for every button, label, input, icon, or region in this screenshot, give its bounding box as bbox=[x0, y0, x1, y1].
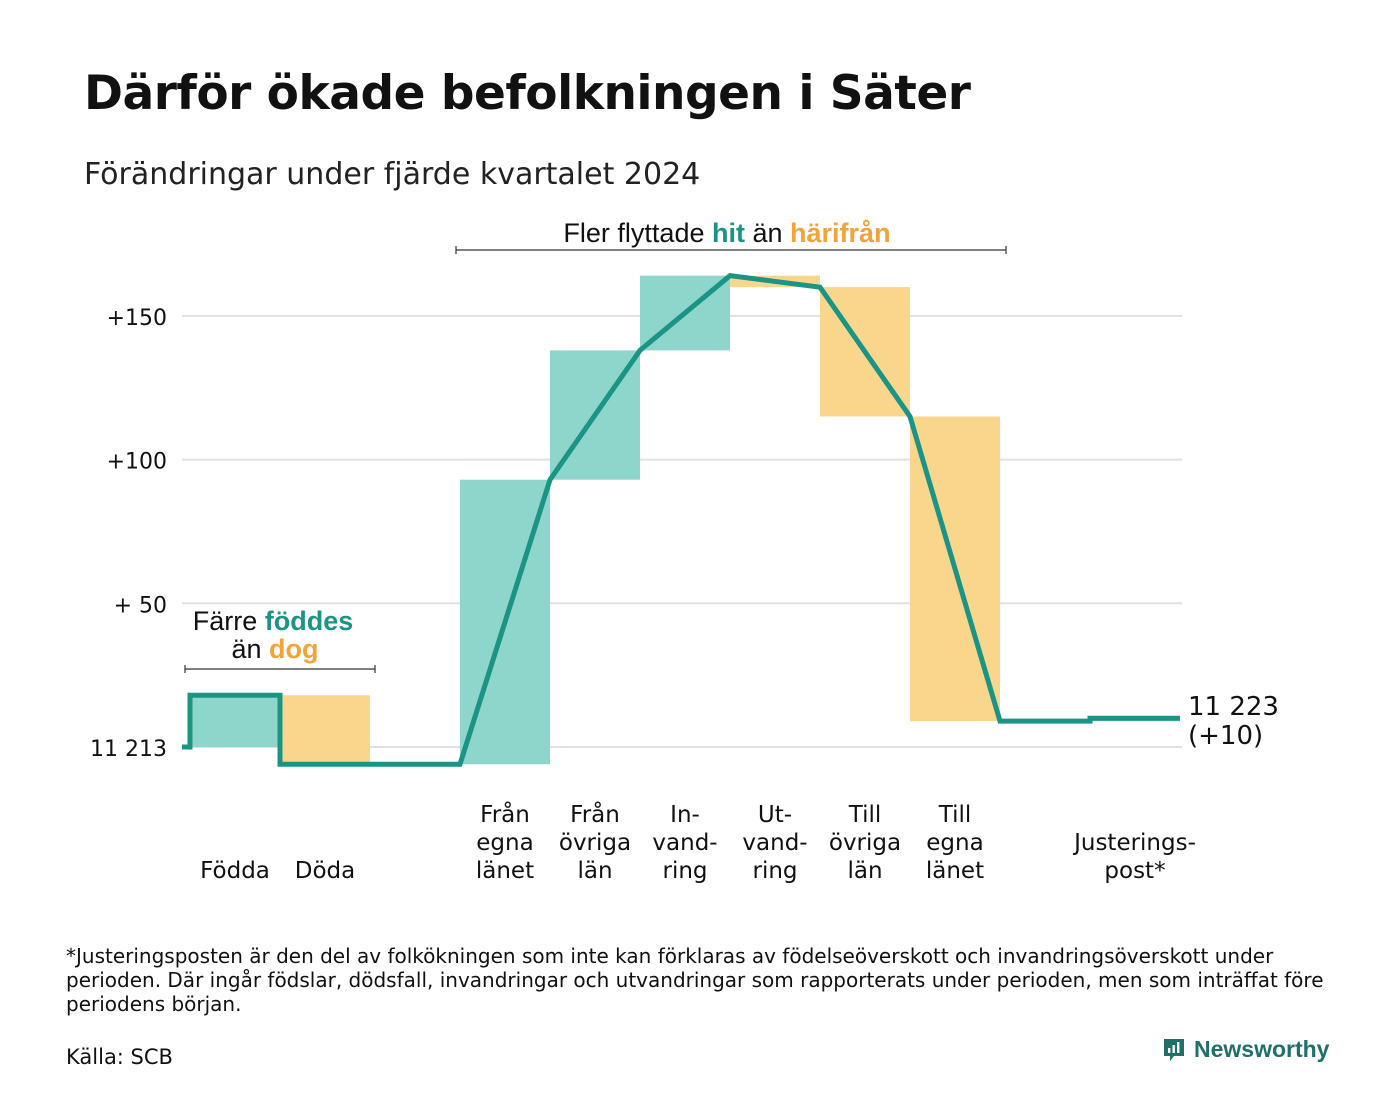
svg-text:än dog: än dog bbox=[231, 634, 318, 664]
category-label: Till övriga län bbox=[829, 802, 901, 884]
category-labels: Födda Döda Från egna länet Från övriga län In-va… bbox=[200, 800, 1196, 884]
newsworthy-brand[interactable]: Newsworthy bbox=[1162, 1036, 1329, 1063]
y-tick-label: +150 bbox=[107, 306, 167, 331]
source-label: Källa: SCB bbox=[66, 1045, 173, 1069]
births-annotation-text-1: Färre bbox=[193, 606, 265, 636]
newsworthy-logo-icon bbox=[1162, 1037, 1186, 1063]
births-annotation: Färre föddes än dog bbox=[185, 606, 375, 673]
y-tick-label: +100 bbox=[107, 450, 167, 475]
category-label: Från övriga län bbox=[559, 800, 631, 884]
waterfall-chart: 11 213 + 50 +100 +150 Födda Döda Från egna läne… bbox=[0, 0, 1400, 930]
births-annotation-text-2: än bbox=[231, 634, 269, 664]
category-label: Döda bbox=[295, 858, 355, 884]
migration-annotation-teal: hit bbox=[712, 218, 745, 248]
svg-text:Färre föddes: Färre föddes bbox=[193, 606, 354, 636]
increase-bar bbox=[190, 695, 280, 747]
y-tick-label: + 50 bbox=[114, 593, 167, 618]
svg-text:Fler flyttade hit än härifrån: Fler flyttade hit än härifrån bbox=[563, 218, 890, 248]
grid-lines bbox=[182, 316, 1182, 747]
category-label: Ut-vand-ring bbox=[742, 802, 807, 884]
category-label: Födda bbox=[200, 858, 270, 884]
decrease-bar bbox=[280, 695, 370, 764]
brand-name: Newsworthy bbox=[1194, 1036, 1329, 1063]
migration-annotation-orange: härifrån bbox=[790, 218, 891, 248]
y-tick-label: 11 213 bbox=[90, 737, 167, 762]
category-label: Justerings-post* bbox=[1072, 830, 1196, 884]
end-change-label: (+10) bbox=[1188, 721, 1263, 751]
category-label: In-vand-ring bbox=[652, 802, 717, 884]
footnote: *Justeringsposten är den del av folkökni… bbox=[66, 944, 1356, 1016]
migration-annotation-text-2: än bbox=[745, 218, 790, 248]
bar-group bbox=[190, 276, 1180, 765]
births-annotation-orange: dog bbox=[269, 634, 318, 664]
category-label: Till egna länet bbox=[926, 802, 984, 884]
y-axis-ticks: 11 213 + 50 +100 +150 bbox=[90, 306, 167, 762]
migration-annotation-text-1: Fler flyttade bbox=[563, 218, 712, 248]
end-value-label: 11 223 bbox=[1188, 692, 1279, 722]
migration-annotation: Fler flyttade hit än härifrån bbox=[456, 218, 1006, 254]
births-annotation-teal: föddes bbox=[265, 606, 354, 636]
category-label: Från egna länet bbox=[476, 800, 534, 884]
